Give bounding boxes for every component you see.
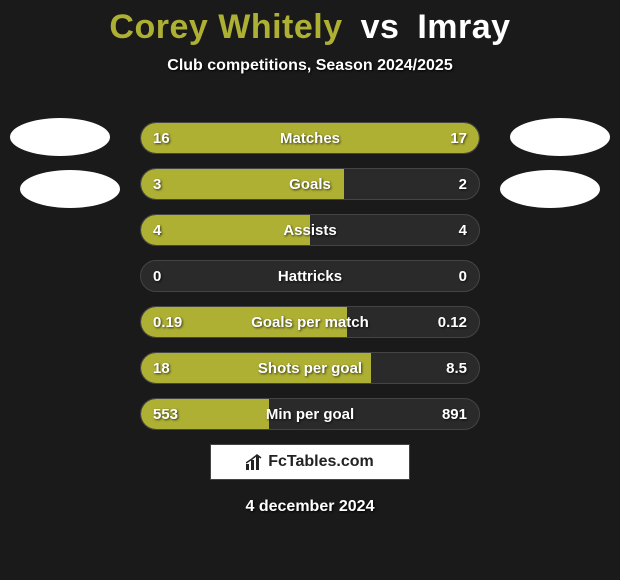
fctables-logo: FcTables.com [210,444,410,480]
stat-row: 00Hattricks [140,260,480,292]
avatar-left-1 [10,118,110,156]
stat-row: 32Goals [140,168,480,200]
stat-label: Goals per match [141,307,479,338]
stat-label: Hattricks [141,261,479,292]
stat-label: Shots per goal [141,353,479,384]
stat-row: 0.190.12Goals per match [140,306,480,338]
stat-label: Matches [141,123,479,154]
player1-name: Corey Whitely [109,8,342,46]
stats-rows: 1617Matches 32Goals 44Assists 00Hattricks 0.… [140,122,480,444]
player2-name: Imray [417,8,510,46]
bar-chart-icon [246,454,264,470]
stat-label: Assists [141,215,479,246]
stat-row: 1617Matches [140,122,480,154]
vs-label: vs [361,8,400,46]
logo-text: FcTables.com [268,453,374,471]
date-label: 4 december 2024 [0,498,620,516]
stat-label: Goals [141,169,479,200]
avatar-right-1 [510,118,610,156]
stat-row: 188.5Shots per goal [140,352,480,384]
stat-row: 553891Min per goal [140,398,480,430]
avatar-left-2 [20,170,120,208]
subtitle: Club competitions, Season 2024/2025 [0,57,620,75]
page-title: Corey Whitely vs Imray [0,0,620,47]
stat-row: 44Assists [140,214,480,246]
stat-label: Min per goal [141,399,479,430]
avatar-right-2 [500,170,600,208]
